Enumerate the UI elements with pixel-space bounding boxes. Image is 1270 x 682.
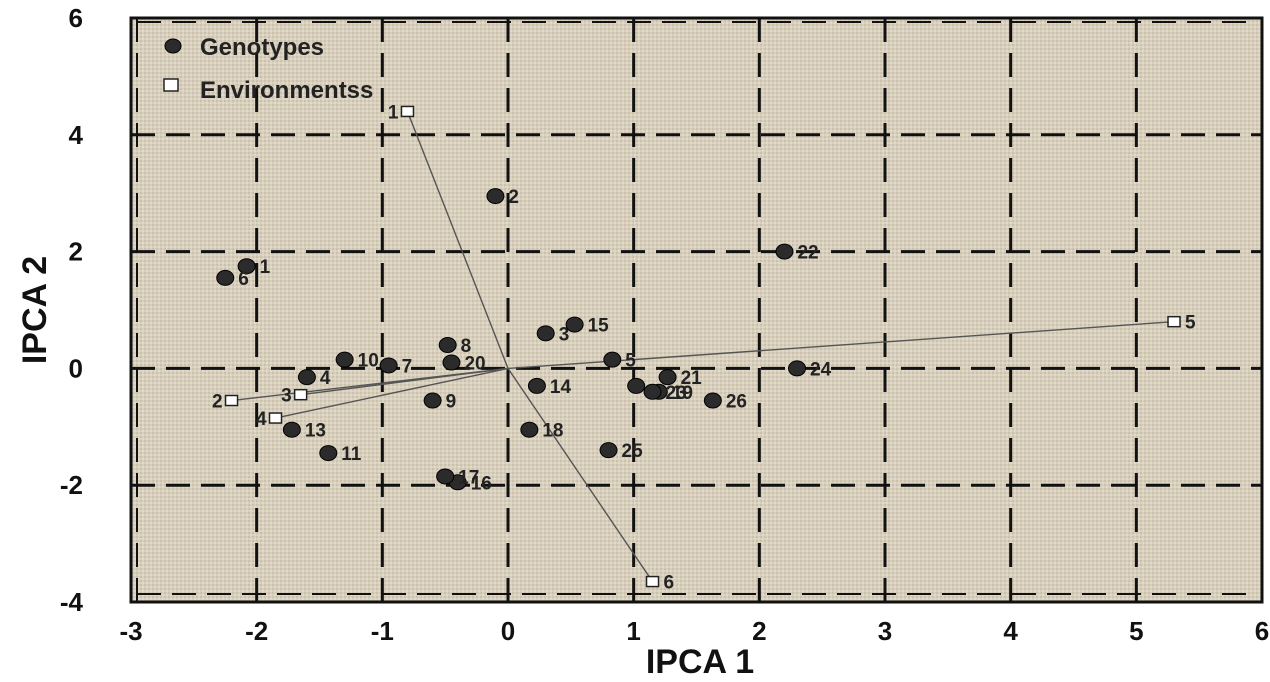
genotype-point-5: [603, 351, 622, 368]
genotype-point-18: [520, 421, 539, 438]
genotype-label-21: 21: [681, 368, 703, 389]
genotype-label-18: 18: [542, 421, 563, 442]
plot-area: [129, 16, 1264, 604]
genotype-point-25: [599, 442, 618, 459]
genotype-label-9: 9: [446, 392, 457, 413]
genotype-point-4: [297, 369, 316, 386]
environment-label-3: 3: [281, 386, 292, 407]
environment-vector-3: [300, 367, 509, 396]
genotype-point-9: [423, 392, 442, 409]
genotype-point-11: [319, 445, 338, 462]
y-tick-label: 6: [69, 3, 83, 33]
genotype-point-2: [486, 188, 505, 205]
x-tick-label: 0: [501, 616, 515, 646]
genotype-label-24: 24: [810, 359, 832, 380]
grid-lines: [131, 18, 1262, 602]
genotype-label-13: 13: [305, 421, 326, 442]
environment-label-4: 4: [256, 409, 267, 430]
genotype-label-5: 5: [625, 351, 636, 372]
genotype-point-22: [775, 243, 794, 260]
x-tick-label: -2: [245, 616, 268, 646]
environment-vector-4: [275, 367, 509, 419]
genotype-label-6: 6: [238, 269, 249, 290]
genotype-label-1: 1: [260, 257, 271, 278]
genotype-label-25: 25: [622, 441, 644, 462]
x-tick-label: 1: [626, 616, 640, 646]
x-tick-label: -3: [119, 616, 142, 646]
genotype-label-15: 15: [588, 316, 610, 337]
genotype-point-7: [379, 357, 398, 374]
genotype-point-8: [438, 337, 457, 354]
genotype-label-19: 19: [672, 383, 693, 404]
genotype-label-22: 22: [797, 243, 818, 264]
data-points: 1234567891011131415161718192021222324252…: [212, 102, 1196, 593]
y-tick-label: -4: [60, 587, 84, 617]
legend-environment-marker: [163, 78, 179, 92]
genotype-label-8: 8: [461, 336, 472, 357]
genotype-label-23: 23: [666, 383, 687, 404]
y-tick-label: 0: [69, 353, 83, 383]
genotype-label-3: 3: [559, 324, 570, 345]
x-tick-label: 2: [752, 616, 766, 646]
legend-genotype-marker: [164, 38, 182, 54]
genotype-point-15: [565, 316, 584, 333]
environment-point-4: [268, 412, 283, 424]
environment-vector-1: [406, 111, 509, 369]
y-tick-label: 4: [69, 120, 84, 150]
genotype-label-26: 26: [726, 392, 747, 413]
legend-genotypes-label: Genotypes: [200, 34, 324, 61]
x-tick-label: -1: [371, 616, 394, 646]
genotype-point-1: [237, 258, 256, 275]
genotype-point-21: [658, 369, 677, 386]
environment-label-6: 6: [664, 573, 675, 594]
x-tick-label: 6: [1255, 616, 1269, 646]
genotype-point-14: [527, 377, 546, 394]
environment-label-5: 5: [1185, 313, 1196, 334]
genotype-label-20: 20: [464, 354, 485, 375]
genotype-point-6: [216, 269, 235, 286]
genotype-point-23: [643, 383, 662, 400]
environment-point-6: [645, 575, 660, 588]
genotype-point-3: [536, 325, 555, 342]
genotype-label-10: 10: [358, 351, 379, 372]
genotype-label-17: 17: [458, 467, 479, 488]
environment-label-1: 1: [388, 102, 399, 123]
environment-vector-6: [507, 368, 654, 582]
x-tick-label: 3: [878, 616, 892, 646]
legend: Genotypes Environmentss: [163, 34, 373, 104]
genotype-point-10: [335, 351, 354, 368]
genotype-point-13: [282, 421, 301, 438]
genotype-label-4: 4: [320, 368, 331, 389]
x-tick-label: 4: [1003, 616, 1018, 646]
genotype-point-20: [442, 354, 461, 371]
genotype-point-17: [436, 468, 455, 485]
environment-point-5: [1167, 315, 1181, 328]
environment-point-1: [400, 105, 415, 118]
genotype-label-2: 2: [508, 187, 519, 208]
genotype-point-26: [703, 392, 722, 409]
x-tick-label: 5: [1129, 616, 1143, 646]
genotype-label-11: 11: [341, 444, 362, 465]
genotype-point-24: [788, 360, 807, 377]
x-axis-title: IPCA 1: [646, 643, 754, 677]
environment-point-2: [224, 394, 239, 407]
environment-point-3: [293, 388, 308, 401]
genotype-point: [627, 377, 646, 394]
y-tick-label: -2: [60, 470, 83, 500]
legend-environments-label: Environmentss: [200, 77, 373, 104]
genotype-label-16: 16: [471, 473, 492, 494]
genotype-label-14: 14: [550, 377, 572, 398]
environment-label-2: 2: [212, 392, 223, 413]
genotype-label-7: 7: [402, 356, 413, 377]
y-axis-title: IPCA 2: [16, 256, 54, 364]
y-tick-label: 2: [69, 237, 83, 267]
